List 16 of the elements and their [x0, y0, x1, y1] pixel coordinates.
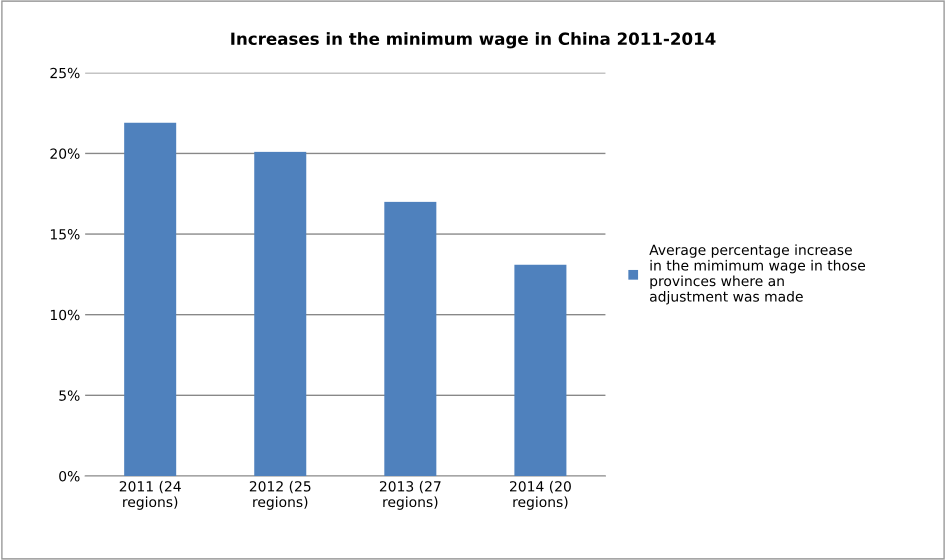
bar — [514, 264, 566, 476]
x-tick-label: 2014 (20 regions) — [510, 480, 571, 510]
y-tick-label: 10% — [50, 310, 80, 320]
x-tick-label: 2013 (27 regions) — [380, 480, 441, 510]
x-tick-label: 2011 (24 regions) — [120, 480, 181, 510]
chart-title: Increases in the minimum wage in China 2011-2014 — [231, 32, 716, 48]
y-tick-label: 0% — [59, 470, 80, 482]
bar — [124, 122, 176, 476]
bar — [254, 152, 306, 476]
x-tick-label: 2012 (25 regions) — [250, 480, 310, 510]
y-tick-label: 25% — [50, 68, 80, 78]
legend-label: Average percentage increase in the mimimum wage in those provinces where an adjustment was made — [649, 244, 866, 304]
y-tick-label: 15% — [50, 229, 80, 240]
bar — [384, 202, 436, 476]
y-tick-label: 20% — [50, 148, 80, 159]
y-tick-label: 5% — [59, 390, 80, 401]
